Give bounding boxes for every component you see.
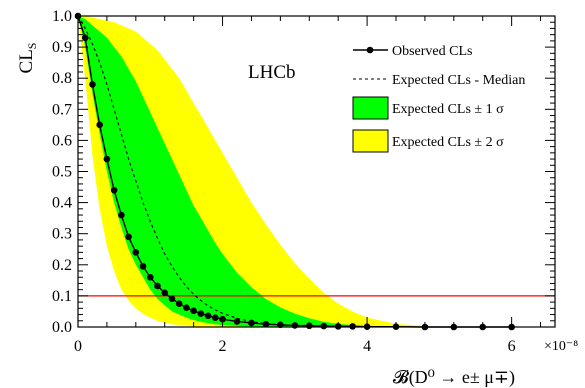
observed-point (125, 234, 132, 241)
observed-point (169, 295, 176, 302)
x-tick-label: 6 (508, 338, 516, 355)
y-axis-title-main: CL (16, 49, 37, 73)
observed-point (140, 263, 147, 270)
legend-label: Expected CLs ± 1 σ (392, 102, 504, 117)
legend-label: Expected CLs - Median (392, 73, 525, 88)
observed-point (111, 187, 118, 194)
y-tick-label: 0.1 (52, 288, 72, 305)
legend-band-swatch (353, 130, 388, 152)
observed-point (349, 323, 356, 330)
legend-label: Observed CLs (392, 44, 473, 59)
legend-label: Expected CLs ± 2 σ (392, 135, 504, 150)
y-tick-label: 0.9 (52, 39, 72, 56)
observed-point (183, 304, 190, 311)
y-tick-label: 1.0 (52, 8, 72, 25)
y-tick-label: 0.0 (52, 319, 72, 336)
y-tick-label: 0.8 (52, 70, 72, 87)
observed-point (190, 308, 197, 315)
observed-point (89, 81, 96, 88)
legend: Observed CLs Expected CLs - Median Expecte… (353, 44, 525, 152)
x-axis-multiplier: ×10⁻⁸ (544, 339, 578, 354)
observed-point (161, 289, 168, 296)
y-tick-label: 0.4 (52, 195, 72, 212)
y-axis-title: CLS (16, 43, 39, 74)
observed-point (205, 313, 212, 320)
x-axis-title: 𝓑(D⁰ → e± μ∓) (393, 367, 515, 388)
observed-point (147, 274, 154, 281)
observed-point (154, 283, 161, 290)
observed-point (198, 310, 205, 317)
watermark: LHCb (248, 62, 296, 83)
observed-point (133, 249, 140, 256)
y-tick-label: 0.7 (52, 101, 72, 118)
legend-observed-marker (367, 47, 374, 54)
x-tick-label: 4 (363, 338, 371, 355)
x-tick-label: 2 (219, 338, 227, 355)
y-axis-title-sub: S (25, 43, 39, 50)
observed-point (96, 122, 103, 129)
observed-point (320, 323, 327, 330)
observed-point (234, 318, 241, 325)
y-tick-label: 0.5 (52, 164, 72, 181)
observed-point (292, 322, 299, 329)
observed-point (82, 34, 89, 41)
y-tick-label: 0.2 (52, 257, 72, 274)
observed-point (118, 212, 125, 219)
y-tick-label: 0.3 (52, 226, 72, 243)
legend-band-swatch (353, 97, 388, 119)
x-tick-label: 0 (74, 338, 82, 355)
observed-point (212, 314, 219, 321)
observed-point (104, 156, 111, 163)
observed-point (176, 300, 183, 307)
y-tick-label: 0.6 (52, 132, 72, 149)
